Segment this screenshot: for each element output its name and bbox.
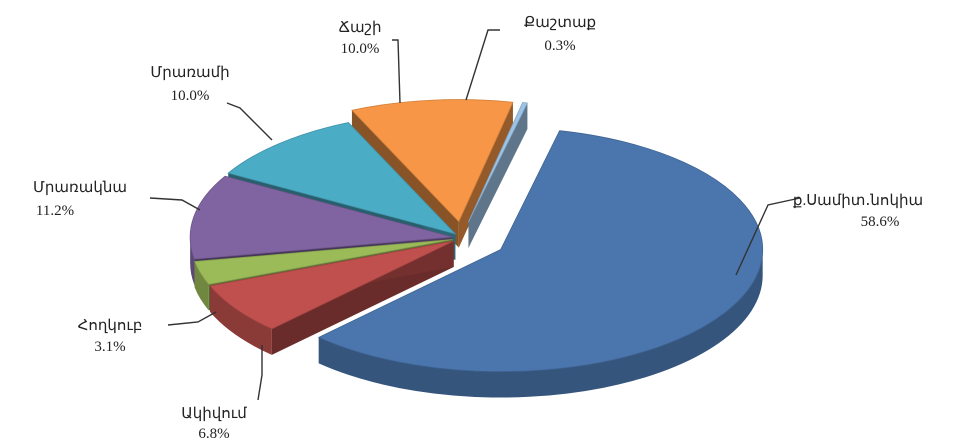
slice-label-name: Մրառամի	[150, 65, 229, 81]
leader-line-4	[226, 102, 273, 141]
slice-labels: ք.Սամիտ․նոկիա 58.6% Ակիվում 6.8% Հողկուբ…	[33, 15, 923, 441]
pie-slice-6	[468, 102, 529, 248]
pie-slice-1	[209, 240, 454, 355]
pie-slice-top	[209, 240, 454, 330]
slice-label-name: Մրառակնա	[33, 180, 127, 196]
pie-slice-wall	[468, 103, 528, 248]
slice-label-value: 0.3%	[544, 38, 575, 54]
pie-slices	[189, 99, 764, 398]
slice-label-value: 10.0%	[341, 41, 380, 57]
slice-label-name: Քաշտաք	[524, 15, 596, 31]
pie-slice-top	[189, 175, 453, 260]
slice-label-name: ք.Սամիտ․նոկիա	[793, 193, 923, 209]
leader-line-6	[465, 29, 500, 101]
pie-slice-top	[317, 130, 764, 372]
pie-slice-rim	[318, 249, 763, 398]
leader-line-1	[257, 345, 263, 401]
pie-slice-wall	[458, 102, 513, 248]
leader-line-5	[392, 39, 401, 104]
pie-slice-top	[351, 99, 514, 223]
leader-lines	[149, 29, 801, 401]
pie-slice-top	[194, 239, 453, 285]
slice-label-value: 10.0%	[171, 88, 210, 104]
slice-label-value: 6.8%	[198, 426, 229, 441]
pie-slice-rim	[194, 261, 209, 311]
slice-label-name: Հողկուբ	[78, 318, 143, 334]
pie-slice-top	[468, 102, 529, 223]
pie-slice-0	[317, 130, 764, 398]
leader-line-2	[167, 311, 217, 326]
slice-label-name: Ճաշի	[338, 20, 381, 36]
slice-label-value: 11.2%	[36, 203, 74, 219]
pie-slice-top	[227, 122, 457, 235]
slice-label-value: 3.1%	[94, 339, 125, 355]
slice-label-name: Ակիվում	[181, 406, 247, 422]
leader-line-3	[149, 197, 201, 211]
pie-slice-rim	[210, 285, 272, 355]
leader-line-0	[735, 197, 801, 276]
slice-label-value: 58.6%	[861, 214, 900, 230]
